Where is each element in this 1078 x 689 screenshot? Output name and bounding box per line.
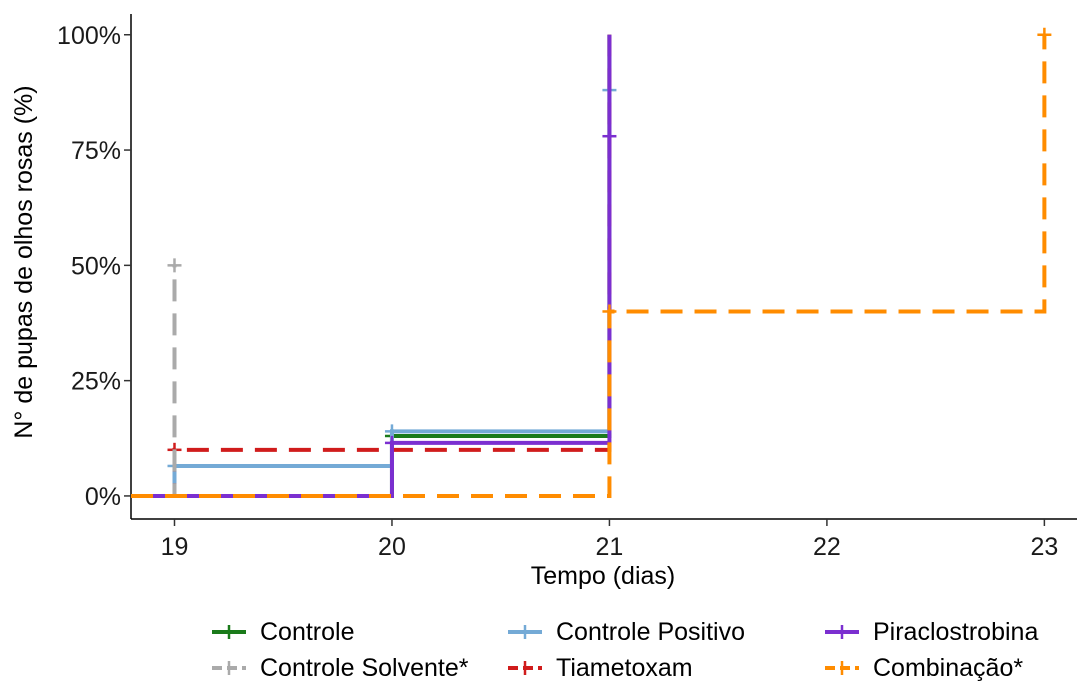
legend-label: Controle — [260, 618, 355, 646]
y-tick-label: 25% — [71, 368, 121, 396]
legend-label: Piraclostrobina — [873, 618, 1038, 646]
legend-label: Controle Solvente* — [260, 654, 469, 682]
y-axis-title: N° de pupas de olhos rosas (%) — [10, 85, 38, 438]
x-tick-label: 23 — [1030, 533, 1058, 561]
y-tick-label: 75% — [71, 137, 121, 165]
y-tick-label: 0% — [85, 483, 121, 511]
series-line-1 — [131, 34, 612, 498]
legend-key — [508, 661, 542, 675]
y-tick-label: 50% — [71, 252, 121, 280]
x-axis-title: Tempo (dias) — [531, 562, 676, 590]
legend-key — [825, 625, 859, 639]
legend-key — [212, 625, 246, 639]
series-line-5 — [131, 34, 1047, 498]
x-tick-label: 19 — [161, 533, 189, 561]
legend-key — [508, 625, 542, 639]
series-line-4 — [131, 34, 612, 498]
x-tick-label: 21 — [596, 533, 624, 561]
legend-label: Controle Positivo — [556, 618, 745, 646]
x-tick-label: 20 — [378, 533, 406, 561]
legend-label: Tiametoxam — [556, 654, 693, 682]
series-line-0 — [131, 34, 612, 498]
series-line-2 — [131, 34, 612, 498]
series-lines — [131, 27, 1052, 498]
legend-key — [825, 661, 859, 675]
x-tick-label: 22 — [813, 533, 841, 561]
legend-key — [212, 661, 246, 675]
axis-labels: 19 20 21 22 23 0% 25% 50% 75% 100% — [57, 22, 1058, 561]
series-line-3 — [131, 265, 177, 498]
y-tick-label: 100% — [57, 22, 121, 50]
legend-label: Combinação* — [873, 654, 1023, 682]
axes — [124, 14, 1077, 526]
legend: Controle Controle Positivo Piraclostrobina… — [212, 618, 1038, 682]
